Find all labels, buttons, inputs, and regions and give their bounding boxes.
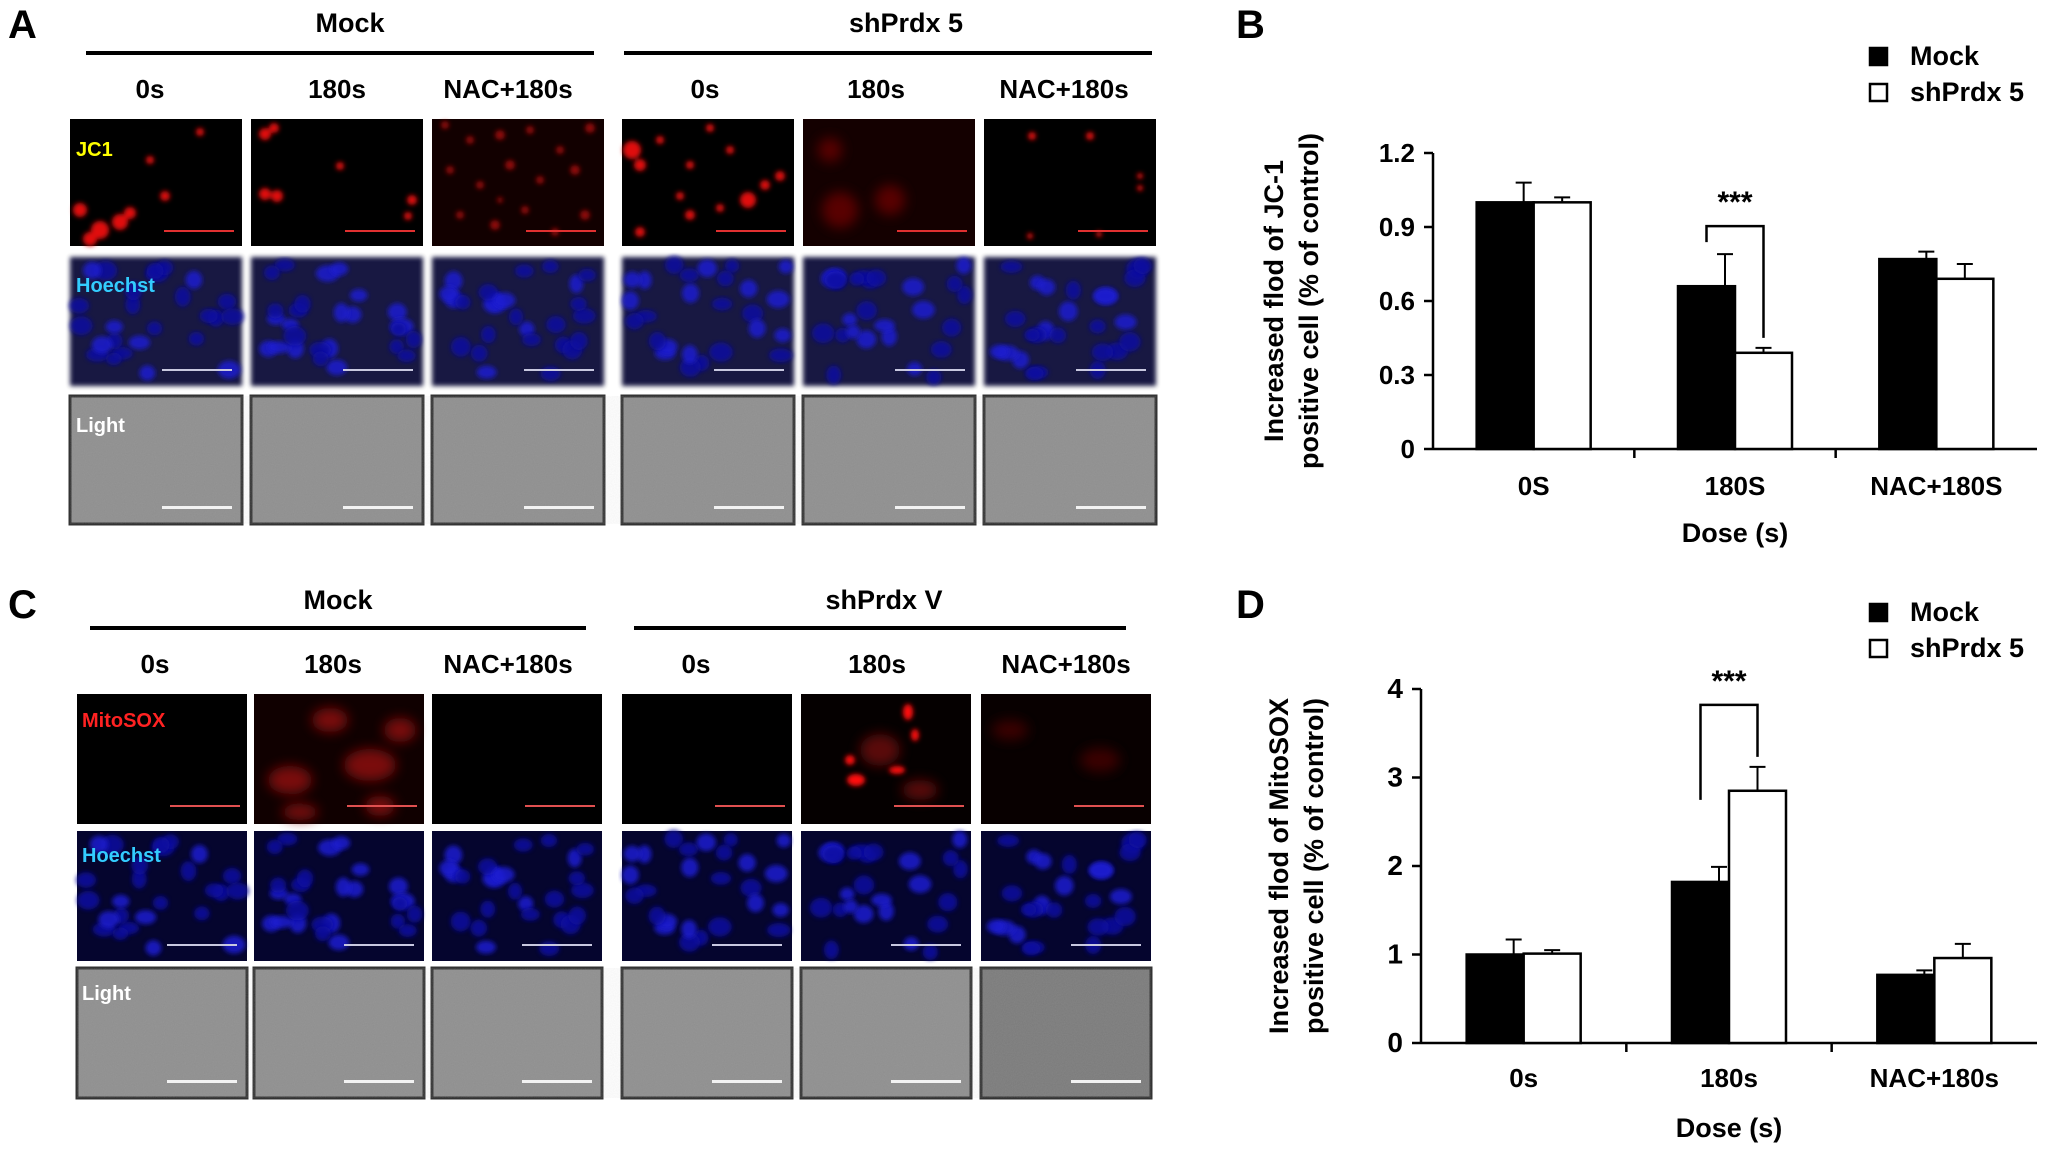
panel-c-row-label: Light (82, 983, 131, 1005)
panel-a-group-mock: Mock (315, 8, 385, 38)
significance-bracket (1705, 224, 1765, 338)
image-tile (251, 119, 423, 246)
panel-d-letter: D (1236, 583, 1265, 627)
y-tick-label: 0 (1401, 434, 1415, 464)
panel-a-row-light (68, 394, 1158, 526)
panel-c-group-shprdx: shPrdx V (825, 585, 942, 615)
legend-swatch (1868, 46, 1889, 67)
x-category-label: NAC+180s (1870, 1063, 1999, 1093)
panel-a-row-label: Light (76, 415, 125, 437)
panel-b-chart: 0 0.3 0.6 0.9 1.2 0S 180S NAC+180S *** Dose (s) In… (1259, 41, 2037, 548)
panel-c-row-light (75, 966, 1153, 1100)
image-tile (432, 694, 602, 824)
panel-a: A Mock shPrdx 5 0s 180s NAC+180s 0s 180s NAC+… (8, 3, 1158, 526)
legend-swatch (1868, 638, 1889, 659)
y-tick-label: 0.9 (1379, 212, 1415, 242)
panel-c-row-mitosox (77, 694, 1151, 824)
panel-c-row-hoechst (76, 830, 1151, 961)
panel-a-column-labels: 0s 180s NAC+180s 0s 180s NAC+180s (136, 74, 1129, 104)
significance-label: *** (1717, 186, 1752, 219)
panel-a-row-jc1 (70, 119, 1156, 246)
x-category-label: 0S (1518, 471, 1550, 501)
panel-d: D 0 1 2 3 4 0s 180s NAC+180s *** Dose (s) Increase… (1236, 583, 2037, 1143)
bar-shprdx5 (1532, 201, 1592, 451)
panel-a-col-label: 180s (847, 74, 905, 104)
y-tick-label: 0.3 (1379, 360, 1415, 390)
y-tick-label: 1 (1387, 939, 1403, 970)
panel-c-col-label: NAC+180s (1001, 649, 1130, 679)
panel-a-group-shprdx: shPrdx 5 (849, 8, 963, 38)
panel-b: B 0 0.3 0.6 0.9 1.2 0S 180S NAC+180S *** Dose (s)… (1236, 3, 2037, 548)
bar-shprdx5 (1933, 956, 1993, 1045)
legend-swatch (1868, 82, 1889, 103)
panel-a-col-label: NAC+180s (999, 74, 1128, 104)
image-tile (432, 119, 604, 246)
panel-a-letter: A (8, 3, 37, 47)
panel-a-col-label: 0s (691, 74, 720, 104)
panel-a-row-hoechst (69, 256, 1156, 386)
image-tile (803, 119, 975, 246)
image-tile (622, 694, 792, 824)
y-tick-label: 4 (1387, 673, 1403, 704)
significance-bracket (1699, 703, 1759, 800)
panel-c-row-label: Hoechst (82, 845, 161, 867)
panel-a-col-label: NAC+180s (443, 74, 572, 104)
bar-shprdx5 (1727, 789, 1788, 1045)
bar-mock (1676, 284, 1737, 451)
legend-label: shPrdx 5 (1910, 633, 2024, 663)
image-tile (77, 694, 247, 824)
panel-a-col-label: 0s (136, 74, 165, 104)
x-category-label: 180s (1700, 1063, 1758, 1093)
x-category-label: 180S (1705, 471, 1766, 501)
panel-c-group-mock: Mock (303, 585, 373, 615)
x-axis-title: Dose (s) (1676, 1113, 1783, 1143)
bar-shprdx5 (1733, 351, 1794, 451)
y-tick-label: 0.6 (1379, 286, 1415, 316)
bar-mock (1465, 953, 1525, 1045)
panel-c-column-labels: 0s 180s NAC+180s 0s 180s NAC+180s (141, 649, 1131, 679)
panel-c: C Mock shPrdx V 0s 180s NAC+180s 0s 180s NAC+… (8, 583, 1153, 1100)
panel-b-letter: B (1236, 3, 1265, 47)
legend-label: Mock (1910, 41, 1980, 71)
panel-c-col-label: 0s (682, 649, 711, 679)
bar-mock (1475, 201, 1535, 451)
y-tick-label: 0 (1387, 1027, 1403, 1058)
y-axis-title: positive cell (% of control) (1294, 133, 1324, 469)
image-tile (981, 694, 1151, 824)
panel-c-letter: C (8, 583, 37, 627)
legend-label: Mock (1910, 597, 1980, 627)
bar-shprdx5 (1522, 952, 1582, 1045)
panel-c-col-label: 180s (848, 649, 906, 679)
panel-d-chart: 0 1 2 3 4 0s 180s NAC+180s *** Dose (s) Increased … (1264, 597, 2037, 1143)
panel-a-col-label: 180s (308, 74, 366, 104)
y-axis-title: Increased flod of MitoSOX (1264, 698, 1294, 1034)
bar-mock (1876, 973, 1936, 1045)
panel-c-col-label: 0s (141, 649, 170, 679)
legend-swatch (1868, 602, 1889, 623)
panel-c-col-label: 180s (304, 649, 362, 679)
legend-label: shPrdx 5 (1910, 77, 2024, 107)
y-tick-label: 1.2 (1379, 138, 1415, 168)
panel-a-row-label: Hoechst (76, 275, 155, 297)
y-axis-title: positive cell (% of control) (1299, 698, 1329, 1034)
x-category-label: NAC+180S (1870, 471, 2002, 501)
panel-c-row-label: MitoSOX (82, 710, 166, 732)
bar-mock (1670, 880, 1731, 1045)
y-tick-label: 2 (1387, 850, 1403, 881)
significance-label: *** (1711, 665, 1746, 698)
panel-a-row-label: JC1 (76, 139, 113, 161)
y-axis-title: Increased flod of JC-1 (1259, 160, 1289, 442)
x-category-label: 0s (1509, 1063, 1538, 1093)
panel-c-col-label: NAC+180s (443, 649, 572, 679)
bar-mock (1878, 257, 1938, 451)
y-tick-label: 3 (1387, 762, 1403, 793)
image-tile (984, 119, 1156, 246)
bar-shprdx5 (1935, 277, 1995, 451)
x-axis-title: Dose (s) (1682, 518, 1789, 548)
